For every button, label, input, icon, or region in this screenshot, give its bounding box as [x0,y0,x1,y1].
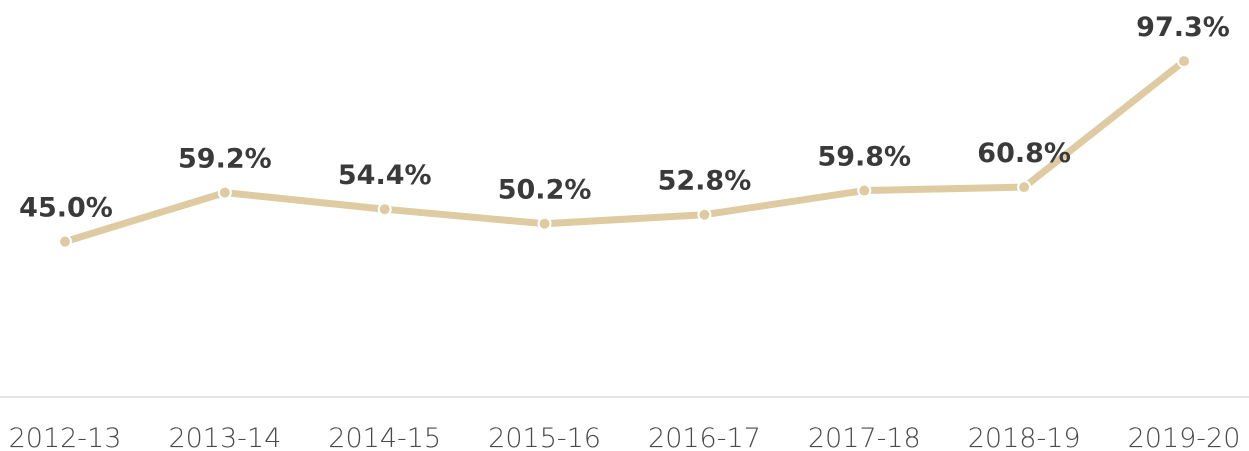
value-label: 52.8% [658,166,752,197]
value-label: 54.4% [338,160,432,191]
x-tick-label: 2019-20 [1128,423,1241,451]
x-tick-label: 2015-16 [488,423,601,451]
value-label: 60.8% [977,138,1071,169]
value-label: 59.8% [817,142,911,173]
value-label: 97.3% [1136,12,1230,43]
value-label: 59.2% [178,144,272,175]
data-point [217,185,232,200]
data-point [537,216,552,231]
x-tick-label: 2014-15 [328,423,441,451]
x-tick-label: 2013-14 [168,423,281,451]
data-line [61,57,1188,246]
x-tick-label: 2018-19 [968,423,1081,451]
data-point [1017,180,1032,195]
value-label: 45.0% [19,193,113,224]
data-point [697,207,712,222]
x-tick-label: 2016-17 [648,423,761,451]
data-point [857,183,872,198]
x-tick-label: 2012-13 [9,423,122,451]
x-tick-label: 2017-18 [808,423,921,451]
value-label: 50.2% [498,175,592,206]
data-point [1177,54,1191,69]
data-point [377,202,392,217]
data-point [58,234,72,249]
